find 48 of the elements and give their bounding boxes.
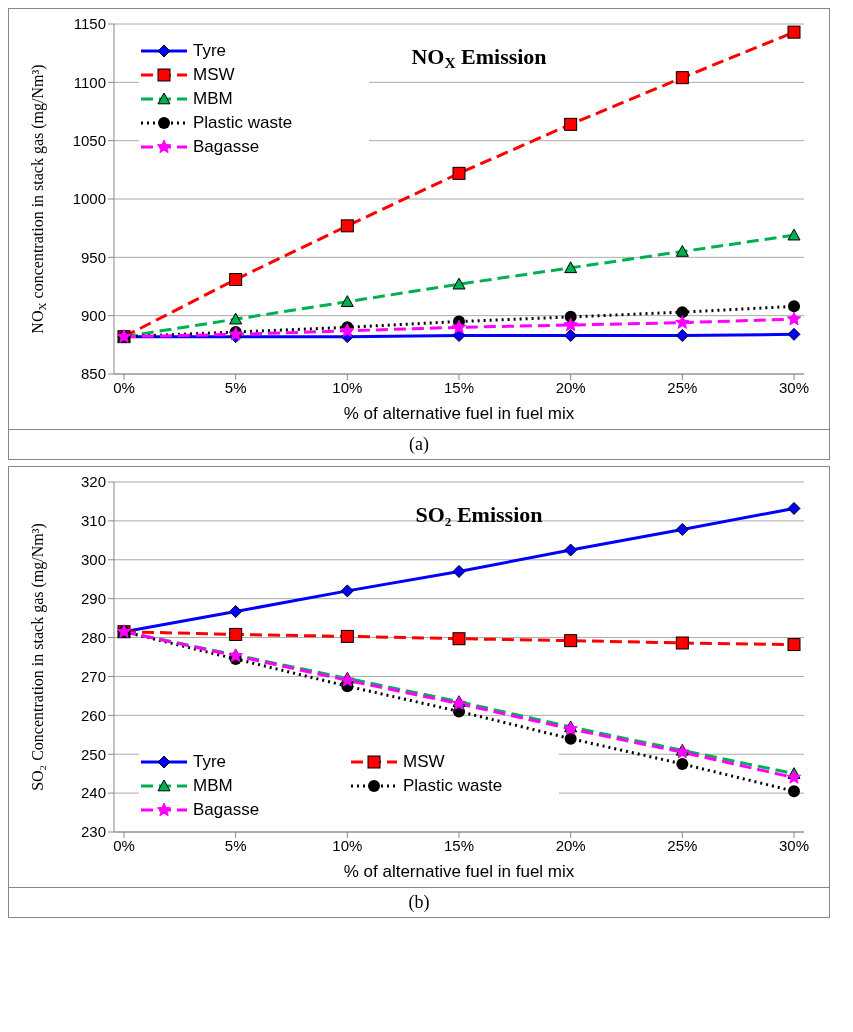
x-tick-label: 30% — [778, 836, 810, 854]
legend-label: Bagasse — [193, 137, 260, 157]
legend-label: Bagasse — [193, 800, 260, 820]
legend-label: MSW — [193, 65, 235, 85]
y-tick-label: 850 — [80, 365, 106, 383]
y-tick-label: 290 — [80, 589, 106, 607]
legend-label: Tyre — [193, 41, 227, 61]
y-tick-label: 240 — [80, 784, 106, 802]
y-tick-label: 320 — [80, 473, 106, 491]
legend-label: Tyre — [193, 752, 227, 772]
text: NO$_{X}$ Emission — [411, 44, 547, 71]
x-tick-label: 5% — [224, 836, 247, 854]
y-tick-label: 900 — [80, 306, 106, 324]
y-tick-label: 310 — [80, 512, 106, 530]
x-tick-label: 25% — [667, 836, 698, 854]
text: SO₂ Emission — [415, 502, 543, 527]
x-tick-label: 0% — [113, 836, 135, 854]
legend-label: MBM — [193, 89, 233, 109]
x-tick-label: 25% — [667, 378, 698, 396]
y-tick-label: 1150 — [73, 15, 106, 33]
x-tick-label: 20% — [555, 378, 586, 396]
x-tick-label: 10% — [332, 378, 363, 396]
y-tick-label: 260 — [80, 706, 106, 724]
y-tick-label: 1050 — [72, 131, 106, 149]
x-tick-label: 15% — [443, 836, 475, 854]
y-tick-label: 230 — [80, 823, 106, 841]
x-axis-title: % of alternative fuel in fuel mix — [343, 862, 575, 881]
text: (b) — [9, 887, 829, 917]
legend-label: Plastic waste — [403, 776, 503, 796]
y-tick-label: 280 — [80, 628, 106, 646]
text: (a) — [9, 429, 829, 459]
y-tick-label: 1000 — [72, 190, 106, 208]
legend-label: MBM — [193, 776, 233, 796]
legend-label: Plastic waste — [193, 113, 293, 133]
y-tick-label: 300 — [80, 551, 106, 569]
x-tick-label: 20% — [555, 836, 586, 854]
y-tick-label: 250 — [80, 745, 106, 763]
legend-label: MSW — [403, 752, 445, 772]
y-axis-title: SO₂ Concentration in stack gas (mg/Nm³) — [29, 523, 47, 791]
x-tick-label: 10% — [332, 836, 363, 854]
x-tick-label: 5% — [224, 378, 247, 396]
y-tick-label: 1100 — [73, 73, 106, 91]
x-tick-label: 30% — [778, 378, 810, 396]
x-tick-label: 15% — [443, 378, 475, 396]
x-tick-label: 0% — [113, 378, 135, 396]
x-axis-title: % of alternative fuel in fuel mix — [343, 404, 575, 423]
y-tick-label: 270 — [80, 667, 106, 685]
y-tick-label: 950 — [80, 248, 106, 266]
